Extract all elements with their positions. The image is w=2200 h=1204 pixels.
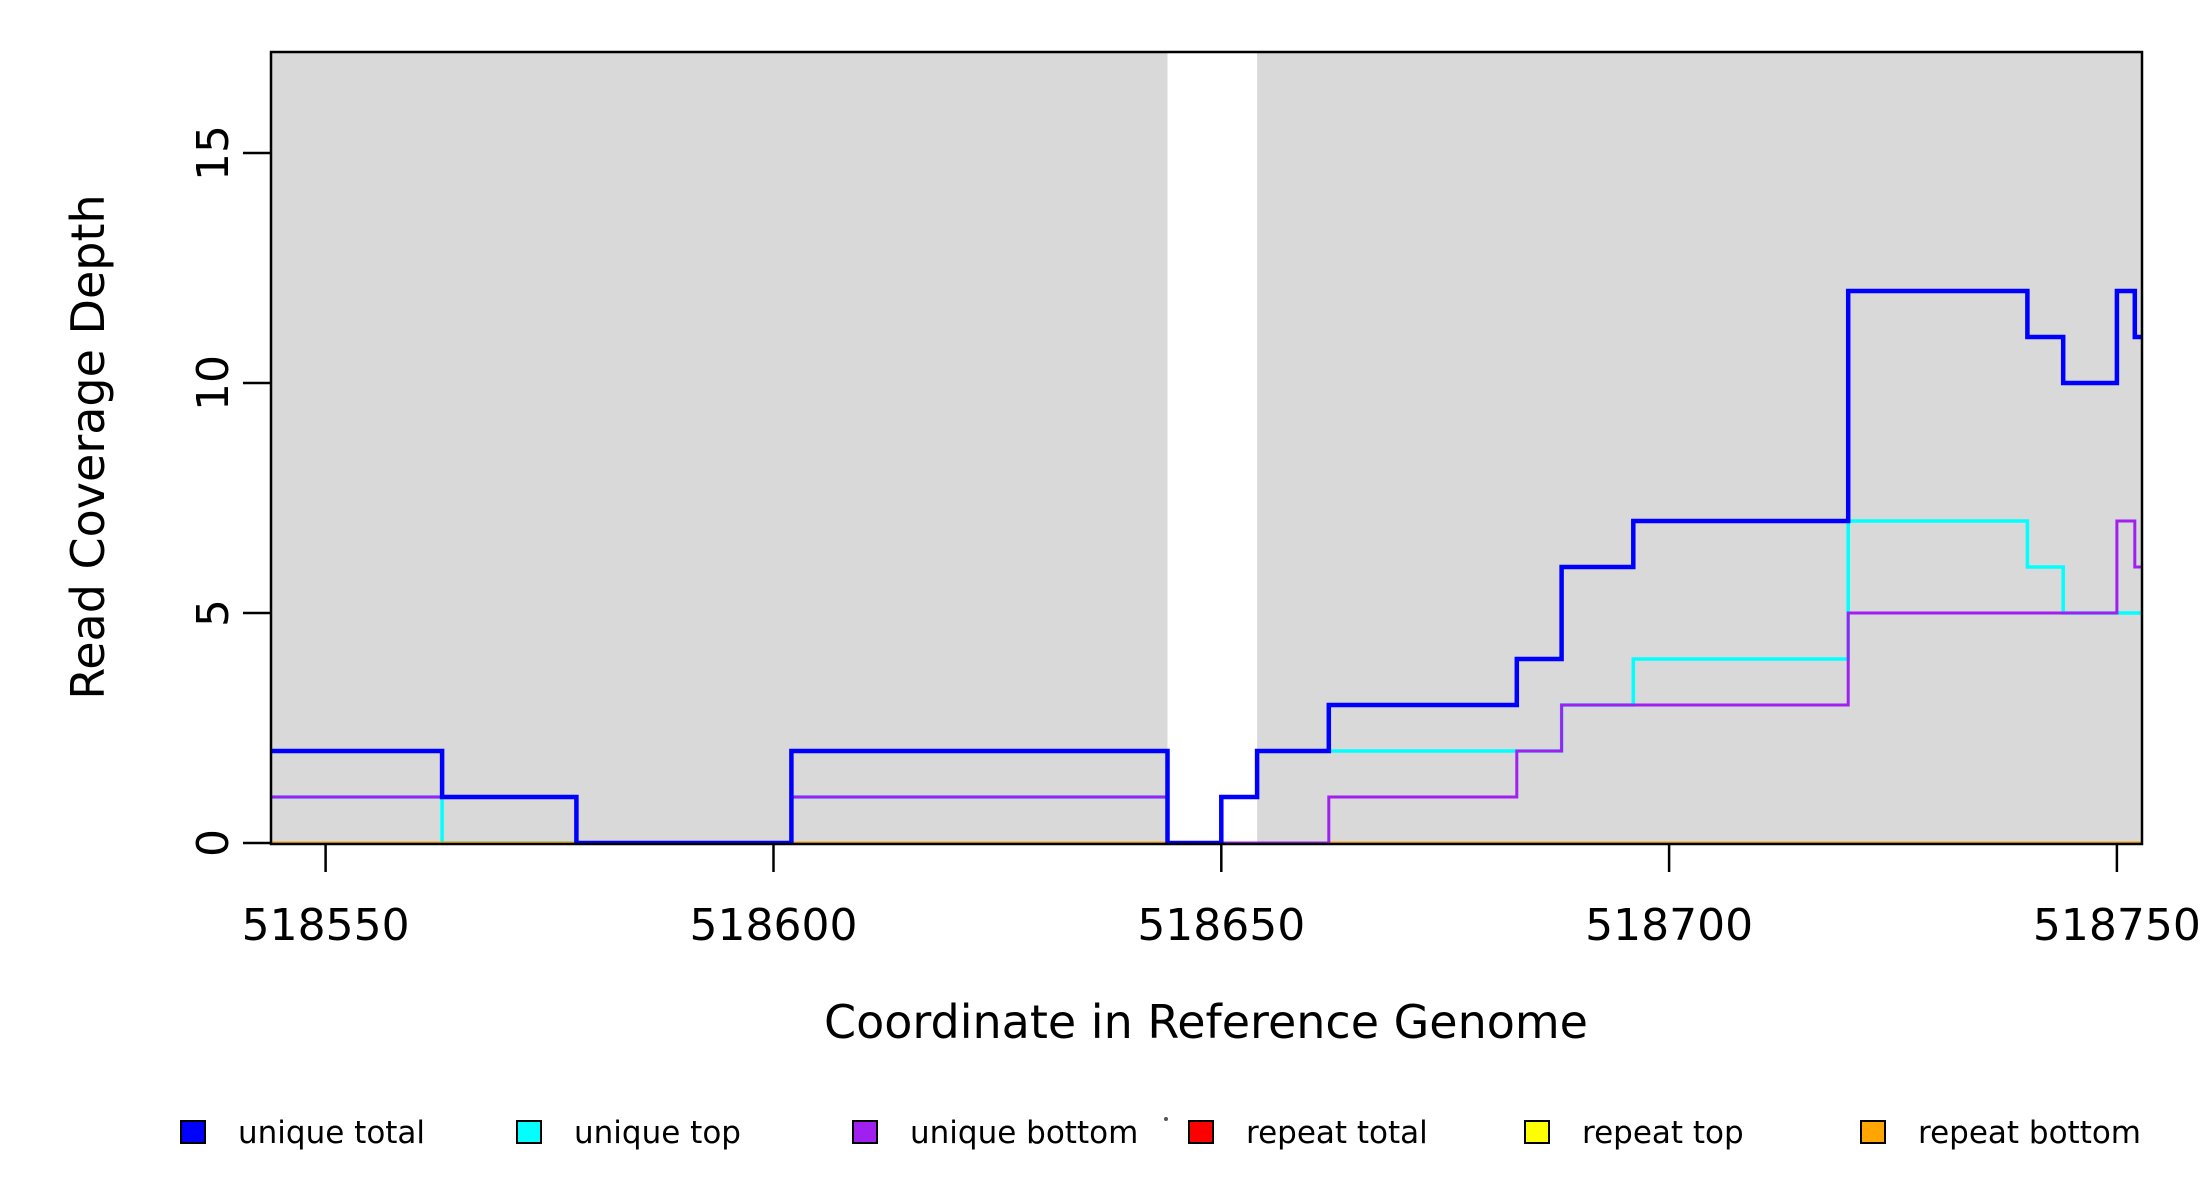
y-tick-label: 10 bbox=[188, 355, 239, 411]
legend-swatch bbox=[1524, 1120, 1550, 1144]
plot-border bbox=[269, 50, 2144, 846]
legend-label: repeat top bbox=[1582, 1115, 1744, 1151]
legend-label: unique top bbox=[574, 1115, 741, 1151]
legend-swatch bbox=[1860, 1120, 1886, 1144]
legend-item: unique top bbox=[516, 1115, 741, 1151]
legend-item: unique bottom bbox=[852, 1115, 1138, 1151]
x-tick-label: 518750 bbox=[2033, 900, 2200, 951]
legend-label: repeat total bbox=[1246, 1115, 1428, 1151]
shaded-region bbox=[1257, 53, 2142, 844]
stray-mark-dot bbox=[1164, 1117, 1168, 1121]
legend-item: repeat total bbox=[1188, 1115, 1428, 1151]
legend-swatch bbox=[180, 1120, 206, 1144]
y-tick-label: 15 bbox=[188, 125, 239, 181]
legend-label: repeat bottom bbox=[1918, 1115, 2141, 1151]
shaded-region bbox=[271, 53, 1168, 844]
y-tick-label: 5 bbox=[188, 599, 239, 627]
shaded-regions bbox=[271, 53, 2142, 844]
legend-item: repeat bottom bbox=[1860, 1115, 2141, 1151]
x-axis-title: Coordinate in Reference Genome bbox=[824, 995, 1588, 1049]
legend-item: repeat top bbox=[1524, 1115, 1744, 1151]
y-axis: 0 5 10 15 bbox=[188, 125, 271, 857]
legend: unique total unique top unique bottom repea… bbox=[180, 1115, 2141, 1151]
x-tick-label: 518650 bbox=[1137, 900, 1305, 951]
legend-swatch bbox=[1188, 1120, 1214, 1144]
series-line-unique-total bbox=[271, 288, 2142, 845]
legend-item: unique total bbox=[180, 1115, 425, 1151]
legend-swatch bbox=[516, 1120, 542, 1144]
legend-label: unique total bbox=[238, 1115, 425, 1151]
x-tick-label: 518550 bbox=[242, 900, 410, 951]
y-tick-label: 0 bbox=[188, 829, 239, 857]
legend-swatch bbox=[852, 1120, 878, 1144]
x-tick-label: 518600 bbox=[690, 900, 858, 951]
x-tick-label: 518700 bbox=[1585, 900, 1753, 951]
y-axis-title: Read Coverage Depth bbox=[61, 194, 115, 699]
legend-label: unique bottom bbox=[910, 1115, 1138, 1151]
x-axis: 518550 518600 518650 518700 518750 bbox=[242, 844, 2200, 951]
